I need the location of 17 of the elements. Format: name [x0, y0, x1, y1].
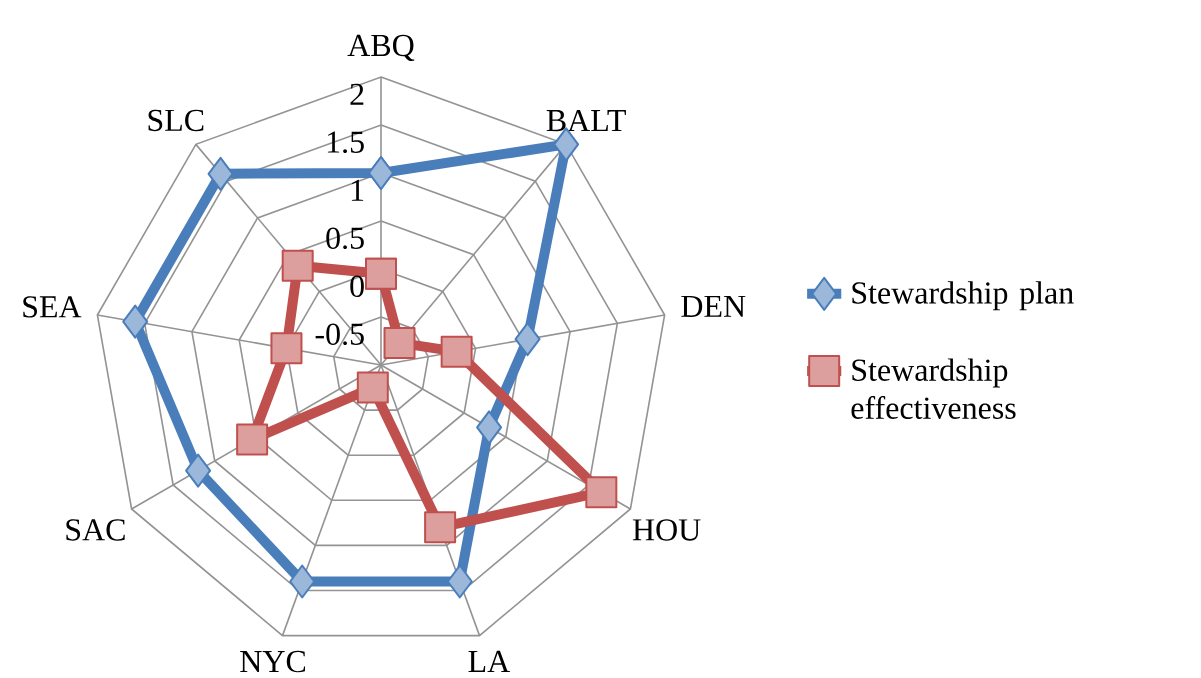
spoke-label: SAC: [66, 519, 125, 541]
spoke-label: HOU: [632, 519, 701, 541]
legend-label: Stewardship effectiveness: [851, 358, 1016, 419]
y-tick-label: -0.5: [315, 323, 364, 346]
spoke-label: BALT: [546, 109, 626, 132]
spoke-label: SLC: [148, 109, 204, 132]
spoke-label: ABQ: [347, 34, 415, 62]
spoke-label: NYC: [240, 650, 306, 673]
y-tick-label: 2: [350, 83, 364, 105]
spoke-label: SEA: [23, 296, 82, 318]
spoke-label: DEN: [681, 295, 746, 317]
legend-label: Stewardship plan: [852, 281, 1074, 311]
y-tick-label: 0.5: [326, 227, 364, 250]
y-tick-label: 0: [350, 275, 364, 298]
y-tick-label: 1.5: [327, 131, 364, 154]
y-tick-label: 1: [351, 179, 364, 201]
spoke-label: LA: [468, 650, 510, 672]
